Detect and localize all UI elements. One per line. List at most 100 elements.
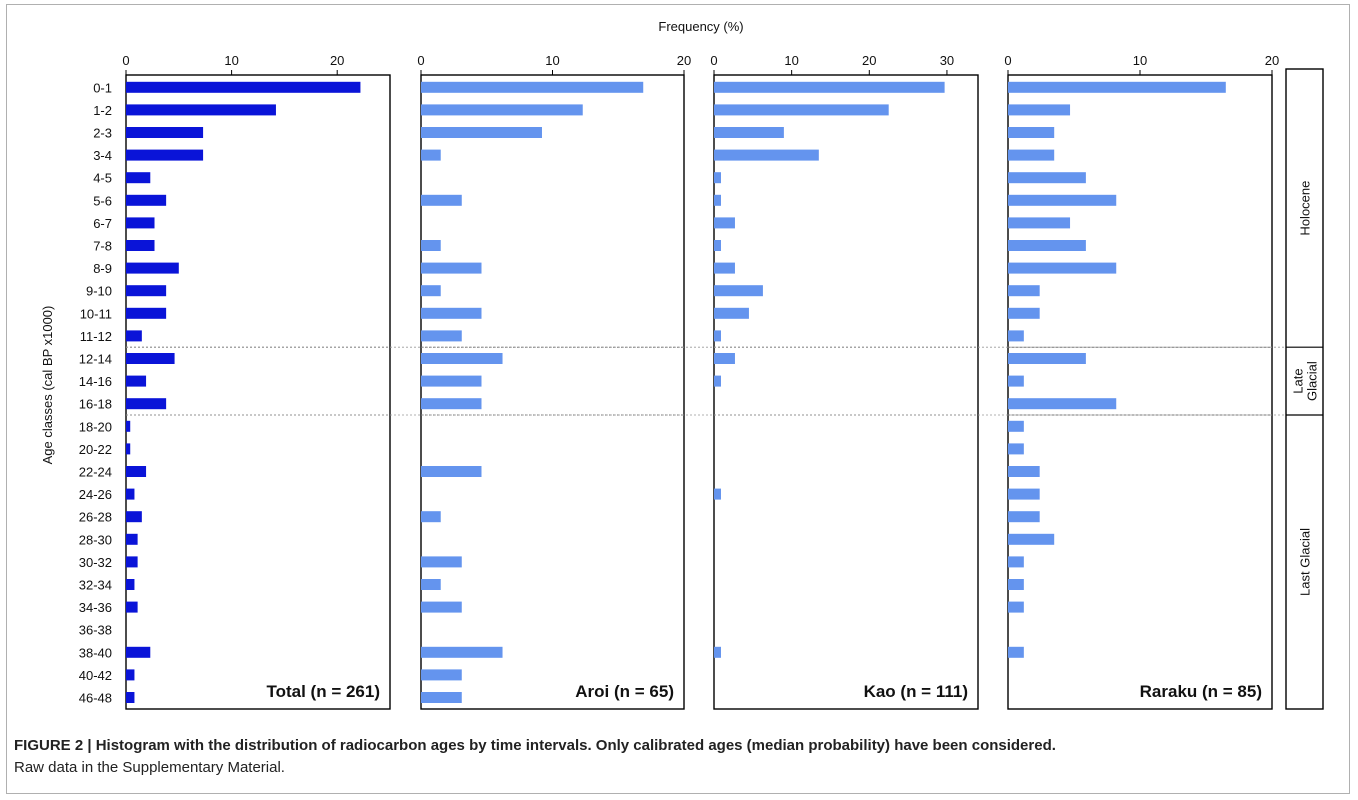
panel-name: Aroi (n = 65) [575, 682, 674, 701]
bar-3-4 [421, 149, 441, 161]
bar-12-14 [126, 353, 175, 364]
panel-frame [125, 74, 391, 710]
age-class-label: 8-9 [93, 261, 112, 276]
panel-2: 0 10 20 Aroi (n = 65) [417, 53, 691, 710]
bar-1-2 [421, 104, 583, 116]
panel-name: Raraku (n = 85) [1140, 682, 1262, 701]
bar-11-12 [714, 330, 721, 342]
bar-40-42 [126, 669, 135, 681]
age-class-label: 22-24 [79, 465, 112, 480]
x-tick-label: 0 [1004, 53, 1011, 68]
bar-14-16 [421, 375, 482, 387]
period-label-text: Holocene [1298, 181, 1313, 236]
period-label: Last Glacial [1298, 528, 1313, 596]
bar-1-2 [714, 104, 889, 116]
bar-10-11 [1008, 307, 1040, 319]
age-class-label: 6-7 [93, 216, 112, 231]
panel-1: 0 10 20 Total (n = 261) [122, 53, 391, 710]
bar-9-10 [714, 285, 763, 297]
bar-6-7 [714, 217, 735, 229]
bar-9-10 [1008, 285, 1040, 297]
bar-38-40 [1008, 646, 1024, 658]
x-tick-label: 30 [940, 53, 954, 68]
bar-14-16 [714, 375, 721, 387]
bar-10-11 [126, 307, 167, 319]
bar-16-18 [421, 398, 482, 410]
age-class-label: 28-30 [79, 532, 112, 547]
bar-38-40 [126, 646, 151, 658]
bar-34-36 [126, 601, 138, 613]
bar-2-3 [126, 127, 204, 138]
bar-8-9 [126, 262, 179, 274]
bar-34-36 [1008, 601, 1024, 613]
figure-frame [6, 4, 1350, 794]
bar-0-1 [126, 81, 361, 93]
bar-20-22 [1008, 443, 1024, 455]
bar-46-48 [421, 692, 462, 703]
x-tick-label: 0 [417, 53, 424, 68]
bar-14-16 [126, 375, 147, 387]
bar-7-8 [1008, 240, 1086, 251]
age-class-label: 7-8 [93, 239, 112, 254]
bar-2-3 [421, 127, 542, 138]
bar-40-42 [421, 669, 462, 681]
age-class-label: 9-10 [86, 284, 112, 299]
bar-20-22 [126, 443, 131, 455]
bar-9-10 [126, 285, 167, 297]
age-class-label: 2-3 [93, 126, 112, 141]
bar-22-24 [126, 466, 147, 477]
panel-frame [1007, 74, 1273, 710]
panel-frame [713, 74, 979, 710]
bar-26-28 [421, 511, 441, 523]
age-class-label: 10-11 [80, 306, 112, 321]
x-tick-label: 20 [862, 53, 876, 68]
age-class-label: 46-48 [79, 691, 112, 706]
x-axis-title: Frequency (%) [658, 19, 743, 34]
bar-7-8 [421, 240, 441, 251]
age-class-label: 36-38 [79, 623, 112, 638]
bar-26-28 [126, 511, 142, 523]
age-class-label: 4-5 [93, 171, 112, 186]
age-class-label: 26-28 [79, 510, 112, 525]
bar-0-1 [421, 81, 644, 93]
bar-18-20 [126, 420, 131, 432]
bar-24-26 [714, 488, 721, 500]
bar-12-14 [421, 353, 503, 364]
bar-4-5 [1008, 172, 1086, 184]
age-class-label: 5-6 [93, 193, 112, 208]
bar-26-28 [1008, 511, 1040, 523]
age-class-label: 18-20 [79, 419, 112, 434]
age-class-label: 12-14 [79, 352, 112, 367]
bar-18-20 [1008, 420, 1024, 432]
period-label: Holocene [1298, 181, 1313, 236]
x-tick-label: 20 [330, 53, 344, 68]
age-class-label: 3-4 [93, 148, 112, 163]
period-label: Late Glacial [1291, 361, 1320, 401]
bar-8-9 [714, 262, 735, 274]
age-class-label: 14-16 [79, 374, 112, 389]
panel-3: 0 10 20 30 Kao (n = 111) [710, 53, 979, 710]
bar-2-3 [714, 127, 784, 138]
bar-10-11 [714, 307, 749, 319]
bar-4-5 [126, 172, 151, 184]
age-class-label: 32-34 [79, 578, 112, 593]
bar-30-32 [1008, 556, 1024, 568]
period-box [1285, 68, 1324, 710]
bar-28-30 [126, 533, 138, 545]
bar-22-24 [421, 466, 482, 477]
bar-11-12 [1008, 330, 1024, 342]
bar-38-40 [421, 646, 503, 658]
bar-32-34 [126, 579, 135, 590]
bar-6-7 [126, 217, 155, 229]
panel-name: Kao (n = 111) [864, 682, 968, 701]
bar-2-3 [1008, 127, 1055, 138]
bar-9-10 [421, 285, 441, 297]
period-label-word: Late [1291, 368, 1306, 393]
x-tick-label: 10 [784, 53, 798, 68]
x-tick-label: 0 [710, 53, 717, 68]
age-class-labels: 0-1 1-2 2-3 3-4 4-5 5-6 6-7 7-8 8-9 9-10 10-11 11-1… [79, 80, 1286, 706]
bar-38-40 [714, 646, 721, 658]
bar-3-4 [1008, 149, 1055, 161]
bar-5-6 [714, 194, 721, 206]
histogram-chart: Frequency (%) Age classes (cal BP x1000)… [40, 19, 1324, 710]
